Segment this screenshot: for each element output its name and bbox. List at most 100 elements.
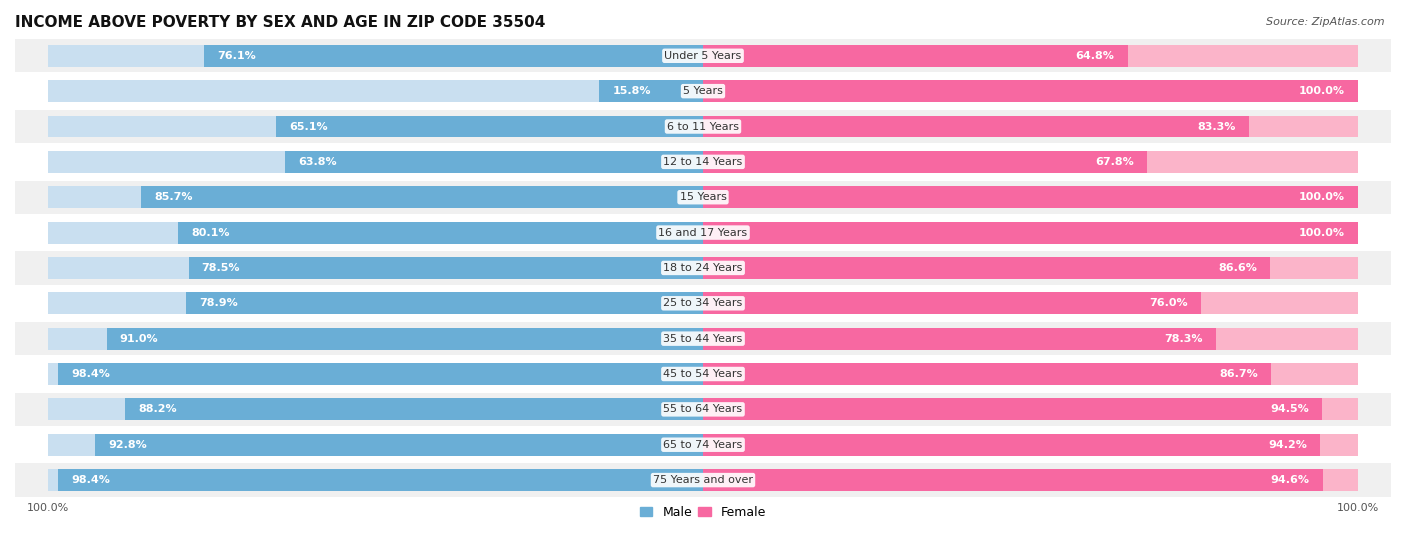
Bar <box>15 321 1391 356</box>
Bar <box>285 151 703 173</box>
Bar <box>703 469 1323 491</box>
Bar <box>142 186 703 208</box>
Text: 94.2%: 94.2% <box>1268 440 1308 450</box>
Bar <box>15 356 1391 392</box>
Bar <box>703 363 1271 385</box>
Text: 92.8%: 92.8% <box>108 440 146 450</box>
Bar <box>48 80 703 102</box>
Bar <box>703 399 1358 420</box>
Bar <box>703 221 1358 244</box>
Text: 12 to 14 Years: 12 to 14 Years <box>664 157 742 167</box>
Text: 98.4%: 98.4% <box>72 369 110 379</box>
Bar <box>703 399 1322 420</box>
Text: 88.2%: 88.2% <box>138 404 177 414</box>
Bar <box>48 363 703 385</box>
Text: 64.8%: 64.8% <box>1076 51 1115 61</box>
Text: 80.1%: 80.1% <box>191 228 229 238</box>
Bar <box>703 434 1358 456</box>
Bar <box>58 363 703 385</box>
Bar <box>599 80 703 102</box>
Bar <box>125 399 703 420</box>
Text: 67.8%: 67.8% <box>1095 157 1135 167</box>
Bar <box>703 186 1358 208</box>
Bar <box>107 328 703 349</box>
Text: 6 to 11 Years: 6 to 11 Years <box>666 121 740 131</box>
Bar <box>15 427 1391 462</box>
Bar <box>15 215 1391 250</box>
Text: 65 to 74 Years: 65 to 74 Years <box>664 440 742 450</box>
Bar <box>703 80 1358 102</box>
Bar <box>277 116 703 138</box>
Text: 55 to 64 Years: 55 to 64 Years <box>664 404 742 414</box>
Text: Source: ZipAtlas.com: Source: ZipAtlas.com <box>1267 17 1385 27</box>
Bar <box>48 151 703 173</box>
Text: 65.1%: 65.1% <box>290 121 328 131</box>
Bar <box>188 257 703 279</box>
Text: 86.6%: 86.6% <box>1219 263 1257 273</box>
Bar <box>48 45 703 67</box>
Bar <box>703 116 1249 138</box>
Bar <box>703 45 1128 67</box>
Bar <box>703 45 1358 67</box>
Bar <box>703 328 1216 349</box>
Text: 91.0%: 91.0% <box>120 334 159 344</box>
Text: 98.4%: 98.4% <box>72 475 110 485</box>
Bar <box>703 292 1201 314</box>
Text: 100.0%: 100.0% <box>1299 228 1346 238</box>
Text: 76.0%: 76.0% <box>1149 299 1188 309</box>
Bar <box>703 116 1358 138</box>
Text: 16 and 17 Years: 16 and 17 Years <box>658 228 748 238</box>
Bar <box>48 221 703 244</box>
Bar <box>48 292 703 314</box>
Bar <box>15 73 1391 109</box>
Text: 18 to 24 Years: 18 to 24 Years <box>664 263 742 273</box>
Text: 45 to 54 Years: 45 to 54 Years <box>664 369 742 379</box>
Bar <box>15 38 1391 73</box>
Text: 5 Years: 5 Years <box>683 86 723 96</box>
Bar <box>703 257 1358 279</box>
Bar <box>15 109 1391 144</box>
Bar <box>15 179 1391 215</box>
Bar <box>48 116 703 138</box>
Text: 85.7%: 85.7% <box>155 192 193 202</box>
Bar <box>15 286 1391 321</box>
Text: 83.3%: 83.3% <box>1198 121 1236 131</box>
Legend: Male, Female: Male, Female <box>636 501 770 524</box>
Text: 35 to 44 Years: 35 to 44 Years <box>664 334 742 344</box>
Bar <box>703 151 1147 173</box>
Text: 15.8%: 15.8% <box>613 86 651 96</box>
Bar <box>703 434 1320 456</box>
Bar <box>703 151 1358 173</box>
Bar <box>703 257 1271 279</box>
Bar <box>15 392 1391 427</box>
Text: 100.0%: 100.0% <box>1299 192 1346 202</box>
Bar <box>15 144 1391 179</box>
Bar <box>96 434 703 456</box>
Bar <box>703 328 1358 349</box>
Text: 94.5%: 94.5% <box>1271 404 1309 414</box>
Bar <box>48 469 703 491</box>
Bar <box>204 45 703 67</box>
Bar <box>48 186 703 208</box>
Text: 25 to 34 Years: 25 to 34 Years <box>664 299 742 309</box>
Text: INCOME ABOVE POVERTY BY SEX AND AGE IN ZIP CODE 35504: INCOME ABOVE POVERTY BY SEX AND AGE IN Z… <box>15 15 546 30</box>
Bar <box>48 257 703 279</box>
Bar <box>186 292 703 314</box>
Bar <box>179 221 703 244</box>
Text: Under 5 Years: Under 5 Years <box>665 51 741 61</box>
Bar <box>703 363 1358 385</box>
Bar <box>703 292 1358 314</box>
Text: 15 Years: 15 Years <box>679 192 727 202</box>
Bar <box>58 469 703 491</box>
Text: 63.8%: 63.8% <box>298 157 336 167</box>
Text: 78.5%: 78.5% <box>201 263 240 273</box>
Bar <box>703 221 1358 244</box>
Bar <box>15 462 1391 498</box>
Bar <box>48 434 703 456</box>
Text: 76.1%: 76.1% <box>218 51 256 61</box>
Text: 78.9%: 78.9% <box>200 299 238 309</box>
Text: 78.3%: 78.3% <box>1164 334 1204 344</box>
Text: 100.0%: 100.0% <box>1299 86 1346 96</box>
Bar <box>703 469 1358 491</box>
Bar <box>703 186 1358 208</box>
